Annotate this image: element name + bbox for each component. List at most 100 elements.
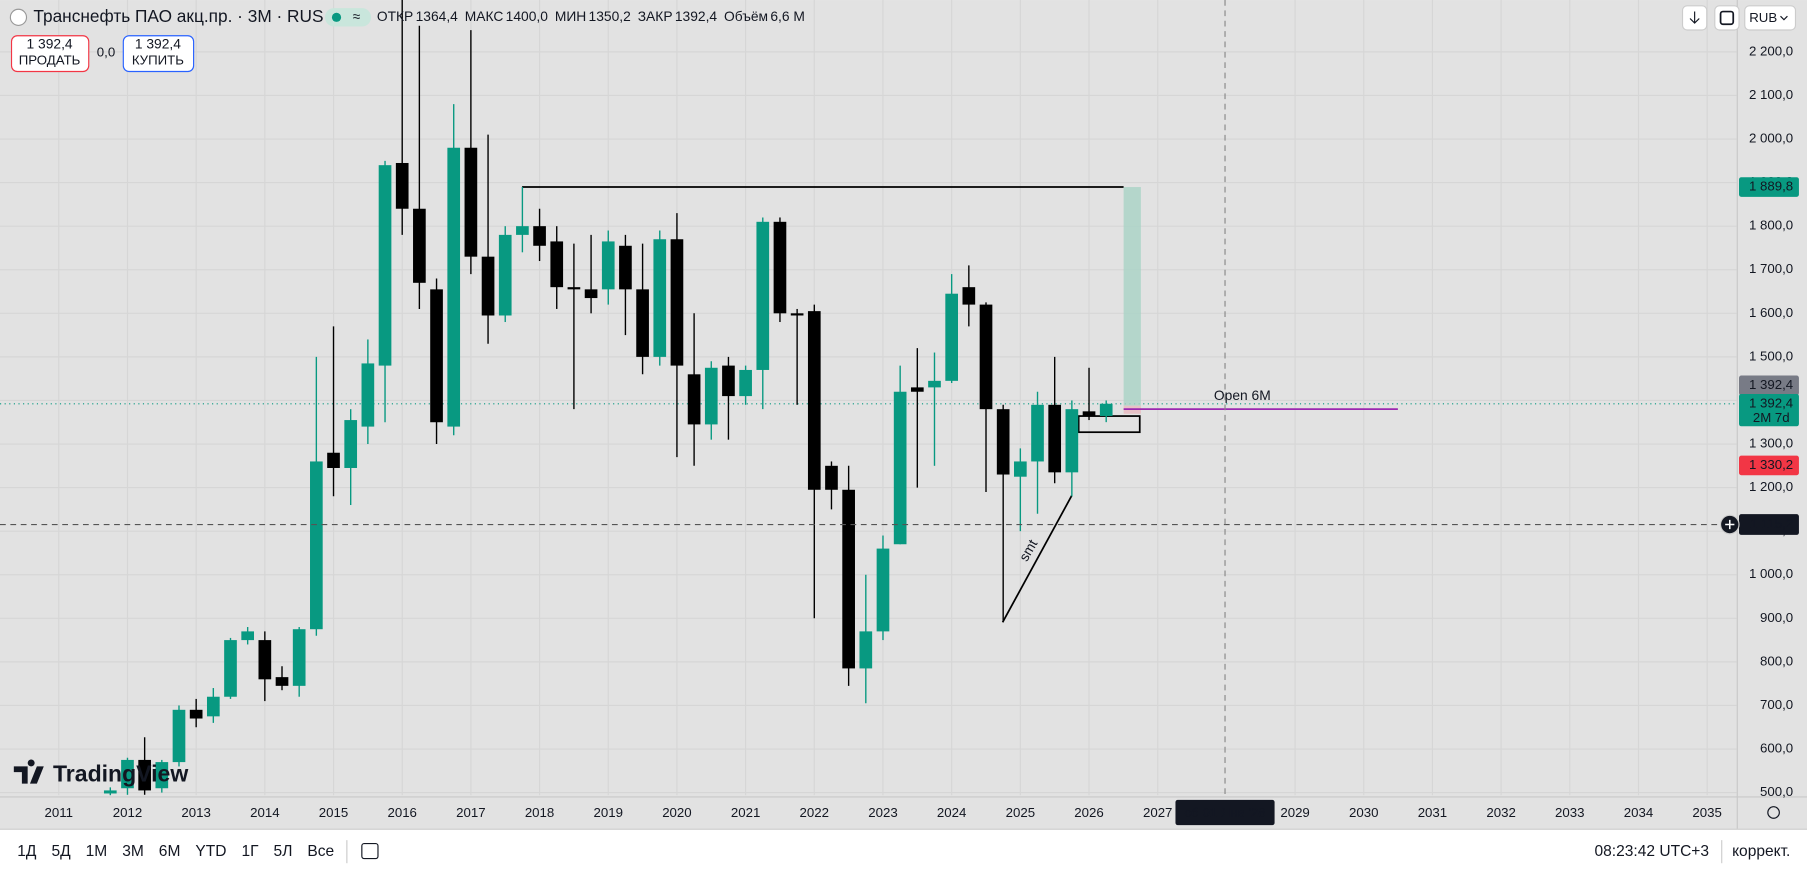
ohlc-value: 1350,2 bbox=[589, 8, 631, 24]
x-tick-label: 2035 bbox=[1692, 805, 1721, 820]
symbol-title: Транснефть ПАО акц.пр. · 3М · RUS bbox=[33, 6, 323, 26]
price-tag bbox=[1739, 393, 1799, 427]
ohlc-value: 1364,4 bbox=[416, 8, 459, 24]
candle-body bbox=[996, 409, 1010, 475]
adjust-button[interactable]: коррект. bbox=[1732, 843, 1790, 860]
y-tick-label: 1 800,0 bbox=[1749, 218, 1793, 233]
candle-body bbox=[670, 239, 684, 366]
candle-body bbox=[619, 245, 632, 290]
price-tag-label: 1 330,2 bbox=[1749, 457, 1793, 472]
chevron bbox=[1780, 15, 1788, 21]
sell-price: 1 392,4 bbox=[27, 36, 73, 52]
candle-body bbox=[464, 147, 478, 257]
buy-button[interactable] bbox=[122, 35, 195, 73]
x-tick-label: 2026 bbox=[1074, 805, 1103, 820]
period-button[interactable]: 1М bbox=[86, 843, 108, 860]
x-tick-label: 2017 bbox=[456, 805, 485, 820]
candle-body bbox=[687, 374, 701, 425]
candle-body bbox=[756, 221, 770, 370]
candle-body bbox=[636, 289, 649, 357]
period-button[interactable]: 1Г bbox=[241, 843, 259, 860]
status-dot bbox=[331, 12, 342, 22]
x-tick-label: 2023 bbox=[868, 805, 897, 820]
candle-body bbox=[773, 221, 787, 314]
x-tick-label: 2027 bbox=[1143, 805, 1172, 820]
x-tick-label: 2019 bbox=[594, 805, 623, 820]
ohlc-label: ОТКР bbox=[377, 8, 413, 24]
sell-button[interactable] bbox=[10, 35, 90, 73]
candle-body bbox=[378, 165, 392, 366]
x-tick-label: 2025 bbox=[1006, 805, 1035, 820]
fullscreen-icon bbox=[1719, 10, 1735, 26]
x-tick-label: 2034 bbox=[1624, 805, 1653, 820]
price-tag-countdown: 2М 7d bbox=[1753, 410, 1790, 425]
candle-body bbox=[807, 311, 821, 490]
candle-body bbox=[447, 147, 461, 427]
date-range-icon[interactable] bbox=[361, 843, 379, 860]
fullscreen-button[interactable] bbox=[1714, 5, 1740, 31]
x-tick-label: 2030 bbox=[1349, 805, 1378, 820]
candle-body bbox=[876, 548, 890, 632]
crosshair-date-bg bbox=[1175, 799, 1275, 826]
candle-body bbox=[155, 762, 169, 789]
price-tag bbox=[1739, 455, 1799, 476]
candle-body bbox=[842, 489, 855, 669]
crosshair-price-bg bbox=[1739, 514, 1799, 535]
x-tick-label: 2021 bbox=[731, 805, 760, 820]
bottom-toolbar bbox=[0, 829, 1807, 869]
candle-body bbox=[189, 709, 203, 719]
clock: 08:23:42 UTC+3 bbox=[1595, 843, 1710, 860]
crosshair-price: 1 115,2 bbox=[1750, 516, 1793, 531]
candle-body bbox=[1065, 409, 1079, 473]
candle-body bbox=[567, 287, 581, 290]
candle-body bbox=[361, 363, 375, 427]
period-button[interactable]: 6М bbox=[159, 843, 181, 860]
target-zone bbox=[1123, 187, 1141, 406]
period-button[interactable]: 5Л bbox=[274, 843, 293, 860]
ohlc-label: МАКС bbox=[465, 8, 504, 24]
x-tick-label: 2032 bbox=[1486, 805, 1515, 820]
price-tag bbox=[1739, 375, 1799, 396]
x-tick-label: 2029 bbox=[1280, 805, 1309, 820]
candle-body bbox=[395, 162, 409, 209]
price-tag-label: 1 392,4 bbox=[1749, 377, 1793, 392]
candle-body bbox=[739, 369, 752, 397]
candle-body bbox=[1031, 404, 1044, 462]
period-button[interactable]: 5Д bbox=[51, 843, 71, 860]
plus-icon bbox=[1725, 519, 1735, 530]
period-button[interactable]: 3М bbox=[122, 843, 144, 860]
y-tick-label: 600,0 bbox=[1760, 741, 1793, 756]
currency: RUB bbox=[1749, 10, 1777, 25]
settings-icon[interactable] bbox=[1767, 806, 1780, 819]
candle-body bbox=[653, 239, 667, 357]
y-tick-label: 1 200,0 bbox=[1749, 479, 1793, 494]
candle-body bbox=[945, 293, 959, 381]
period-button[interactable]: Все bbox=[307, 843, 334, 860]
price-tag bbox=[1739, 177, 1799, 197]
currency-button[interactable] bbox=[1744, 5, 1797, 31]
y-tick-label: 1 300,0 bbox=[1749, 436, 1793, 451]
candle-body bbox=[103, 790, 117, 794]
candle-body bbox=[481, 256, 495, 316]
candle-body bbox=[1048, 404, 1062, 473]
candle-body bbox=[533, 226, 546, 246]
buy-label: КУПИТЬ bbox=[132, 53, 184, 68]
annotation: Open 6M bbox=[1214, 387, 1271, 403]
x-tick-label: 2013 bbox=[181, 805, 210, 820]
period-button[interactable]: 1Д bbox=[17, 843, 37, 860]
period-button[interactable]: YTD bbox=[195, 843, 226, 860]
ohlc-label: МИН bbox=[555, 8, 586, 24]
candle-body bbox=[121, 759, 134, 789]
candle-body bbox=[825, 465, 838, 490]
candle-body bbox=[292, 629, 306, 686]
y-tick-label: 500,0 bbox=[1760, 784, 1793, 799]
buy-price: 1 392,4 bbox=[135, 36, 181, 52]
arrow-icon bbox=[1689, 11, 1700, 24]
y-tick-label: 2 100,0 bbox=[1749, 87, 1793, 102]
candle-body bbox=[206, 696, 220, 717]
spread: 0,0 bbox=[97, 45, 115, 60]
candle-body bbox=[1099, 403, 1113, 416]
y-tick-label: 900,0 bbox=[1760, 610, 1793, 625]
symbol-icon bbox=[9, 8, 28, 26]
